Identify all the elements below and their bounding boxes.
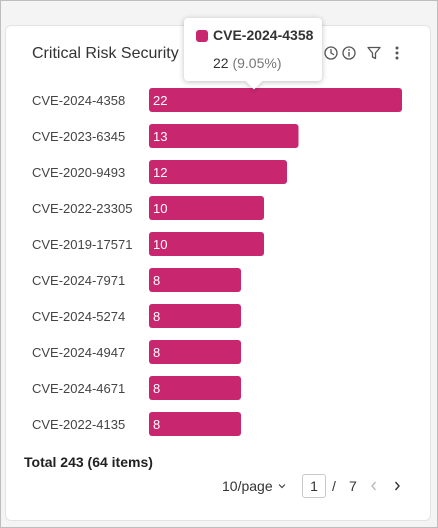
category-label: CVE-2022-23305 xyxy=(32,201,132,216)
current-page-input[interactable]: 1 xyxy=(302,474,326,498)
bar-value-label: 8 xyxy=(153,417,160,432)
bar[interactable] xyxy=(149,124,299,148)
bar-value-label: 12 xyxy=(153,165,167,180)
bar[interactable] xyxy=(149,268,241,292)
clock-icon[interactable] xyxy=(323,45,339,61)
bar-value-label: 8 xyxy=(153,309,160,324)
info-icon[interactable] xyxy=(341,45,357,61)
page-size-label: 10/page xyxy=(222,478,273,494)
bar-value-label: 8 xyxy=(153,381,160,396)
category-label: CVE-2024-4671 xyxy=(32,381,125,396)
bar[interactable] xyxy=(149,340,241,364)
total-pages: 7 xyxy=(349,478,357,494)
category-label: CVE-2020-9493 xyxy=(32,165,125,180)
category-label: CVE-2024-5274 xyxy=(32,309,125,324)
bar-value-label: 13 xyxy=(153,129,167,144)
category-label: CVE-2024-4358 xyxy=(32,93,125,108)
chart-tooltip: CVE-2024-4358 22 (9.05%) xyxy=(184,18,322,90)
category-label: CVE-2024-7971 xyxy=(32,273,125,288)
bar-value-label: 8 xyxy=(153,345,160,360)
page-separator: / xyxy=(332,478,336,494)
category-label: CVE-2024-4947 xyxy=(32,345,125,360)
bar-value-label: 8 xyxy=(153,273,160,288)
category-label: CVE-2019-17571 xyxy=(32,237,132,252)
chart-title: Critical Risk Security Issues xyxy=(32,45,230,62)
bar-value-label: 22 xyxy=(153,93,167,108)
bar[interactable] xyxy=(149,232,264,256)
bar-value-label: 10 xyxy=(153,201,167,216)
bar[interactable] xyxy=(149,376,241,400)
tooltip-value: 22 (9.05%) xyxy=(213,55,282,71)
bar[interactable] xyxy=(149,160,287,184)
tooltip-label: CVE-2024-4358 xyxy=(213,27,314,43)
chevron-right-icon[interactable] xyxy=(390,479,404,493)
page-size-select[interactable]: 10/page xyxy=(222,474,287,498)
chevron-down-icon xyxy=(278,484,286,489)
tooltip-swatch xyxy=(196,30,208,42)
total-count: Total 243 (64 items) xyxy=(24,454,153,470)
tooltip-count: 22 xyxy=(213,55,229,71)
category-label: CVE-2022-4135 xyxy=(32,417,125,432)
more-vertical-icon[interactable] xyxy=(389,45,405,61)
bar-value-label: 10 xyxy=(153,237,167,252)
bar[interactable] xyxy=(149,304,241,328)
filter-icon[interactable] xyxy=(366,45,382,61)
category-label: CVE-2023-6345 xyxy=(32,129,125,144)
tooltip-percent: (9.05%) xyxy=(232,55,282,71)
bar[interactable] xyxy=(149,412,241,436)
bar[interactable] xyxy=(149,88,402,112)
bar[interactable] xyxy=(149,196,264,220)
chevron-left-icon[interactable] xyxy=(367,479,381,493)
